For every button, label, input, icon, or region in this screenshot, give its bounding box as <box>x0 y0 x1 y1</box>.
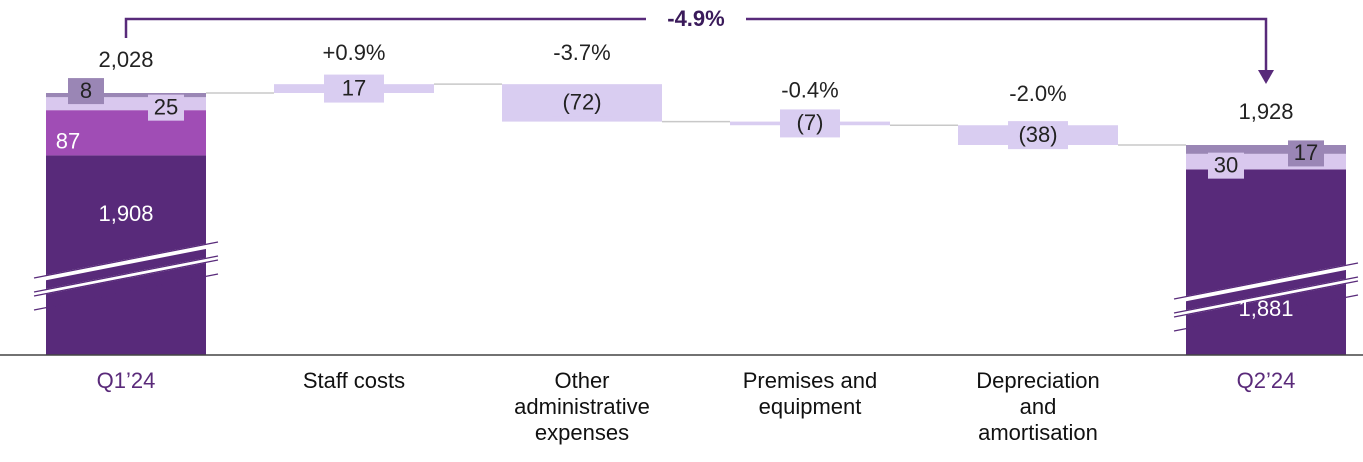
axis-break-edge <box>33 259 219 297</box>
axis-break-edge <box>1173 276 1359 314</box>
bar-segment <box>1186 145 1346 154</box>
axis-break <box>33 241 219 283</box>
total-label: 1,928 <box>1238 99 1293 124</box>
value-label: 30 <box>1214 152 1238 177</box>
bracket-arrow <box>1258 70 1274 84</box>
percent-label: +0.9% <box>323 40 386 65</box>
axis-break-edge <box>33 255 219 293</box>
value-label-box <box>1208 152 1244 179</box>
value-label-box <box>148 94 184 121</box>
total-label: 2,028 <box>98 47 153 72</box>
axis-break-edge <box>1173 294 1359 332</box>
value-label-box <box>552 88 612 117</box>
axis-break <box>1173 262 1359 304</box>
x-tick-label: Q1’24 <box>96 368 156 393</box>
value-label: (38) <box>1018 122 1057 147</box>
axis-break-edge <box>33 273 219 311</box>
x-tick-label: Depreciation and amortisation <box>976 368 1100 445</box>
value-label: 1,881 <box>1238 296 1293 321</box>
bar-segment <box>1186 169 1346 355</box>
percent-label: -3.7% <box>553 40 610 65</box>
value-label: 8 <box>80 78 92 103</box>
x-tick-label: Staff costs <box>302 368 406 393</box>
axis-break <box>33 255 219 297</box>
value-label: 17 <box>342 75 366 100</box>
value-label: 25 <box>154 94 178 119</box>
value-label: (72) <box>562 90 601 115</box>
x-tick-label: Premises and equipment <box>742 368 878 419</box>
bracket-label-box <box>646 5 746 33</box>
value-label-box <box>780 109 840 138</box>
x-tick-label: Other administrative expenses <box>514 368 650 445</box>
axis-break-edge <box>1173 280 1359 318</box>
axis-break-edge <box>1173 262 1359 300</box>
value-label: 1,908 <box>98 201 153 226</box>
bar-segment <box>46 155 206 355</box>
value-label-box <box>68 78 104 105</box>
x-tick-label: Q2’24 <box>1236 368 1296 393</box>
value-label: 87 <box>56 129 80 154</box>
value-label-box <box>1008 121 1068 150</box>
axis-break-edge <box>33 241 219 279</box>
value-label-box <box>1288 140 1324 167</box>
value-label-box <box>324 74 384 103</box>
axis-break <box>1173 276 1359 318</box>
bar-segment <box>46 93 206 98</box>
percent-label: -2.0% <box>1009 81 1066 106</box>
value-label: 17 <box>1294 140 1318 165</box>
percent-label: -0.4% <box>781 77 838 102</box>
value-label: (7) <box>797 110 824 135</box>
overall-change-label: -4.9% <box>667 6 724 31</box>
